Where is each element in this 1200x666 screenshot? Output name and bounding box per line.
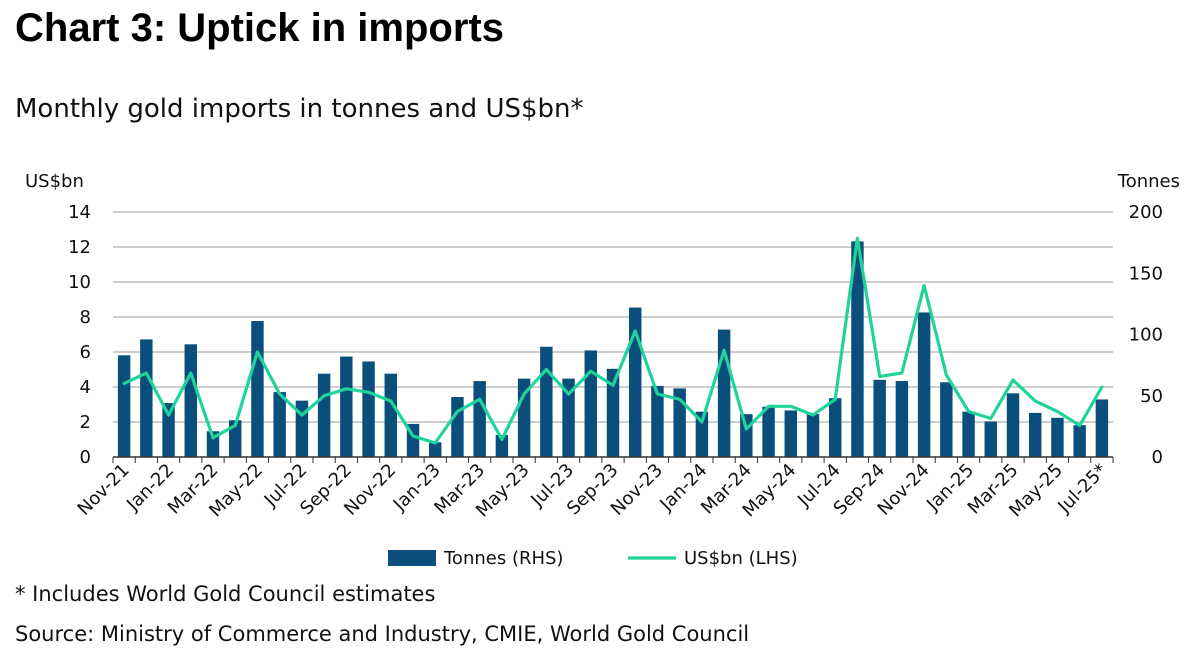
tonnes-bar [673,388,686,457]
legend-label-tonnes: Tonnes (RHS) [443,548,563,569]
legend: Tonnes (RHS) US$bn (LHS) [388,548,798,569]
tonnes-bar [695,411,709,457]
chart-title: Chart 3: Uptick in imports [15,6,504,50]
left-tick-label: 12 [68,237,91,258]
tonnes-bar [251,321,264,457]
left-tick-label: 4 [80,377,91,398]
tonnes-bar [984,421,997,457]
tonnes-bar [1006,393,1020,457]
usbn-line [122,236,1104,445]
grid-lines [113,211,1113,423]
source-note: Source: Ministry of Commerce and Industr… [15,622,750,646]
right-tick-label: 150 [1129,263,1163,284]
tonnes-bar [295,400,309,457]
tonnes-bar [140,339,153,457]
tonnes-bar [384,373,397,457]
tonnes-bar [651,385,664,457]
tonnes-bar [562,378,575,457]
left-tick-label: 2 [80,412,91,433]
gold-imports-chart: 0 2 4 6 8 10 12 14 0 50 100 150 200 US$bn Tonnes Nov-21… [25,171,1180,569]
tonnes-bar [184,344,197,457]
tonnes-bar [117,355,131,457]
chart-subtitle: Monthly gold imports in tonnes and US$bn… [15,94,584,124]
tonnes-bar [806,414,820,457]
tonnes-bar [584,350,597,457]
tonnes-bar [873,379,886,457]
tonnes-bar [229,420,242,457]
tonnes-bars [117,241,1109,457]
legend-swatch-tonnes [388,550,436,566]
right-tick-label: 0 [1152,447,1163,468]
tonnes-bar [829,398,842,457]
tonnes-bar [362,361,375,457]
tonnes-bar [1095,399,1109,457]
tonnes-bar [1029,412,1042,457]
tonnes-bar [317,373,331,457]
left-axis-title: US$bn [25,171,84,192]
tonnes-bar [473,381,486,457]
x-tick-label: Nov-21 [74,460,134,520]
tonnes-bar [629,307,642,457]
tonnes-bar [962,411,975,457]
tonnes-bar [1051,417,1064,457]
left-tick-label: 6 [80,342,91,363]
left-tick-label: 10 [68,272,91,293]
legend-label-usbn: US$bn (LHS) [684,548,798,569]
tonnes-bar [540,346,553,457]
tonnes-bar [495,434,509,457]
right-tick-label: 200 [1129,202,1163,223]
tonnes-bar [940,382,953,457]
right-tick-label: 100 [1129,325,1163,346]
tonnes-bar [851,241,864,457]
left-tick-label: 8 [80,307,91,328]
usbn-series-line [122,236,1104,445]
tonnes-bar [162,403,175,457]
tonnes-bar [762,406,775,457]
tonnes-bar [917,312,931,457]
left-tick-label: 0 [80,447,91,468]
x-tick-label: Jul-25* [1053,460,1111,518]
tonnes-bar [1073,425,1086,457]
tonnes-bar [273,392,286,457]
tonnes-bar [340,356,353,457]
tonnes-bar [606,368,620,457]
right-axis-title: Tonnes [1117,171,1180,192]
tonnes-bar [895,381,909,457]
tonnes-bar [784,410,797,457]
tonnes-bar [740,414,753,457]
footnote: * Includes World Gold Council estimates [15,582,436,606]
tonnes-bar [451,396,464,457]
axes: 0 2 4 6 8 10 12 14 0 50 100 150 200 US$bn Tonnes Nov-21… [25,171,1180,521]
right-tick-label: 50 [1140,386,1163,407]
left-tick-label: 14 [68,202,91,223]
tonnes-bar [429,442,442,457]
